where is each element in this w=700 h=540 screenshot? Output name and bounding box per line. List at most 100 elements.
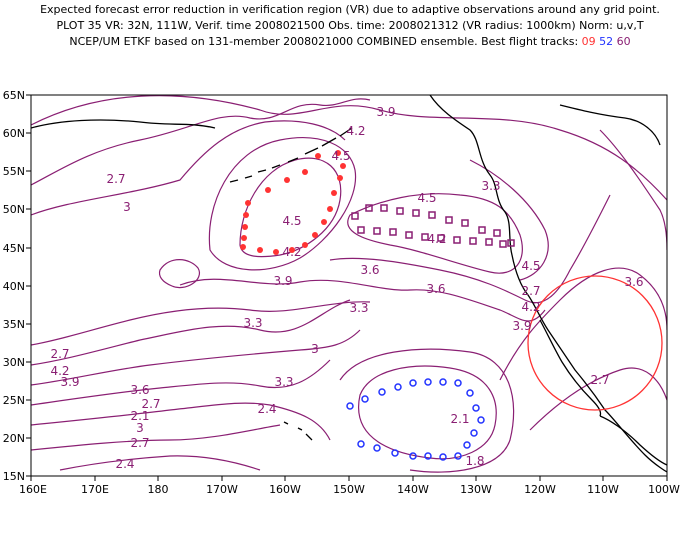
- contour-line: [31, 301, 371, 346]
- title-line-1: Expected forecast error reduction in ver…: [40, 3, 660, 16]
- track-52-point: [361, 395, 369, 403]
- contour-line: [499, 267, 667, 381]
- track-52-point: [424, 452, 432, 460]
- coastline-north-america: [429, 95, 667, 473]
- track-60-point: [357, 226, 365, 234]
- track-09-point: [312, 232, 318, 238]
- track-60-point: [396, 207, 404, 215]
- track-60-point: [412, 209, 420, 217]
- track-60-point: [445, 216, 453, 224]
- lat-label: 15N: [3, 470, 25, 483]
- contour-line: [358, 365, 497, 460]
- contour-line: [339, 348, 515, 473]
- coastline-aleutians: [229, 127, 353, 183]
- contour-line: [529, 367, 667, 431]
- contour-label: 2.7: [50, 347, 69, 361]
- track-60-point: [493, 229, 501, 237]
- contour-line: [179, 278, 546, 322]
- track-60-point: [507, 239, 515, 247]
- track-60-point: [365, 204, 373, 212]
- contour-label: 4.2: [50, 364, 69, 378]
- coastline-pacific-nw: [559, 104, 661, 146]
- lat-label: 20N: [3, 432, 25, 445]
- lon-label: 120W: [524, 483, 556, 496]
- verification-region-circle: [527, 275, 663, 411]
- track-09-point: [257, 247, 263, 253]
- track-52-point: [373, 444, 381, 452]
- contour-lines: [31, 95, 667, 473]
- contour-line: [31, 98, 371, 186]
- contour-line: [31, 299, 351, 366]
- track-09-point: [335, 150, 341, 156]
- track-09-point: [302, 242, 308, 248]
- lon-label: 140W: [397, 483, 429, 496]
- track-60-point: [405, 231, 413, 239]
- track-60-point: [469, 237, 477, 245]
- track-60-point: [421, 233, 429, 241]
- track-52-point: [439, 453, 447, 461]
- contour-label: 3.6: [624, 275, 643, 289]
- track-60-point: [380, 204, 388, 212]
- track-09-point: [241, 235, 247, 241]
- lon-label: 150W: [333, 483, 365, 496]
- track-52-point: [346, 402, 354, 410]
- contour-label: 3.6: [130, 383, 149, 397]
- lon-label: 180: [148, 483, 169, 496]
- track-09-point: [315, 153, 321, 159]
- track-60-point: [485, 238, 493, 246]
- track-52-point: [409, 452, 417, 460]
- track-52-point: [357, 440, 365, 448]
- track-60-point: [461, 219, 469, 227]
- contour-label: 2.7: [521, 284, 540, 298]
- track-60-point: [499, 240, 507, 248]
- contour-label: 1.8: [465, 454, 484, 468]
- contour-line: [599, 129, 667, 251]
- lon-label: 160E: [19, 483, 47, 496]
- track-09-point: [240, 244, 246, 250]
- lat-label: 25N: [3, 394, 25, 407]
- contour-line: [347, 193, 523, 274]
- contour-label: 2.4: [115, 457, 134, 471]
- lat-label: 40N: [3, 280, 25, 293]
- coastlines: [31, 95, 667, 473]
- lon-label: 100W: [648, 483, 680, 496]
- contour-line: [31, 95, 667, 201]
- contour-labels: 3.9 4.2 4.5 2.7 3 4.2 4.5 4.5 4.2 3.9 3.…: [50, 105, 643, 471]
- track-52-point: [439, 378, 447, 386]
- contour-label: 4.5: [331, 149, 350, 163]
- track-60-point: [428, 211, 436, 219]
- track-label-60: 60: [616, 35, 631, 48]
- contour-label: 4.5: [521, 259, 540, 273]
- track-52-point: [391, 449, 399, 457]
- island-hawaii: [283, 421, 313, 441]
- track-52-point: [477, 416, 485, 424]
- contour-label: 4.2: [282, 245, 301, 259]
- contour-label: 2.4: [257, 402, 276, 416]
- track-60-point: [478, 226, 486, 234]
- contour-label: 2.7: [141, 397, 160, 411]
- track-52-point: [409, 379, 417, 387]
- track-09-point: [265, 187, 271, 193]
- track-label-09: 09: [581, 35, 596, 48]
- contour-line: [31, 402, 331, 441]
- contour-line: [158, 259, 201, 289]
- track-09-point: [284, 177, 290, 183]
- lon-label: 130W: [460, 483, 492, 496]
- contour-label: 2.7: [106, 172, 125, 186]
- lat-label: 60N: [3, 127, 25, 140]
- contour-line: [31, 359, 331, 406]
- flight-track-52: [346, 378, 485, 461]
- track-52-point: [463, 441, 471, 449]
- track-09-point: [337, 175, 343, 181]
- lon-label: 170W: [206, 483, 238, 496]
- track-52-point: [424, 378, 432, 386]
- track-52-point: [378, 388, 386, 396]
- contour-line: [31, 120, 346, 216]
- contour-label: 4.5: [282, 214, 301, 228]
- lat-label: 35N: [3, 318, 25, 331]
- contour-label: 3.3: [481, 179, 500, 193]
- contour-line: [329, 194, 611, 304]
- contour-line: [31, 329, 361, 386]
- track-09-point: [302, 169, 308, 175]
